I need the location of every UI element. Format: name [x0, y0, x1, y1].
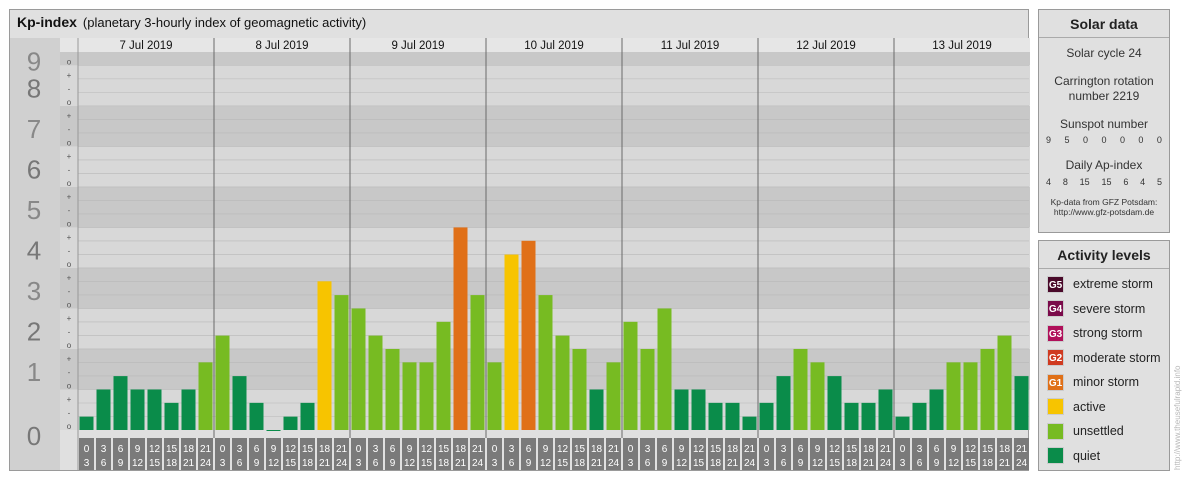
solar-cycle: Solar cycle 24 — [1066, 46, 1142, 60]
legend-label: moderate storm — [1073, 350, 1161, 365]
legend-item: quiet — [1047, 446, 1100, 466]
ap-index-title: Daily Ap-index — [1065, 158, 1143, 172]
ap-value: 5 — [1156, 177, 1162, 187]
ap-value: 4 — [1046, 177, 1052, 187]
chart-subtitle: (planetary 3-hourly index of geomagnetic… — [82, 15, 367, 30]
sunspot-title: Sunspot number — [1059, 117, 1149, 131]
legend-swatch — [1047, 447, 1064, 464]
chart-title: Kp-index (planetary 3-hourly index of geo… — [17, 14, 366, 30]
sunspot-values: 9 5 0 0 0 0 0 — [1039, 135, 1169, 145]
legend-swatch: G5 — [1047, 275, 1064, 293]
legend-item: G4 severe storm — [1047, 299, 1145, 319]
activity-levels-title: Activity levels — [1039, 241, 1169, 269]
watermark-url: http://www.theusefulrapid.info — [1173, 365, 1182, 470]
legend-label: severe storm — [1073, 301, 1146, 316]
legend-label: minor storm — [1073, 375, 1139, 389]
legend-swatch: G4 — [1047, 300, 1064, 317]
legend-swatch — [1047, 422, 1064, 440]
legend-label: unsettled — [1073, 424, 1124, 438]
legend-label: active — [1073, 399, 1106, 414]
ap-value: 15 — [1079, 177, 1090, 187]
ap-value: 4 — [1140, 177, 1146, 187]
sunspot-value: 0 — [1156, 135, 1162, 145]
data-credit-link[interactable]: http://www.gfz-potsdam.de — [1053, 207, 1155, 217]
legend-swatch: G3 — [1047, 324, 1064, 342]
legend-label: extreme storm — [1073, 277, 1153, 291]
legend-label: quiet — [1073, 448, 1101, 463]
chart-title-main: Kp-index — [17, 14, 77, 30]
legend-item: unsettled — [1047, 421, 1124, 441]
sunspot-value: 0 — [1082, 135, 1088, 145]
legend-item: G2 moderate storm — [1047, 348, 1161, 368]
ap-value: 15 — [1101, 177, 1112, 187]
legend-item: G5 extreme storm — [1047, 274, 1153, 294]
kp-chart-panel — [9, 9, 1029, 471]
sunspot-value: 9 — [1046, 135, 1052, 145]
sunspot-value: 0 — [1119, 135, 1125, 145]
legend-swatch — [1047, 398, 1064, 415]
legend-swatch: G2 — [1047, 349, 1064, 366]
solar-data-box: Solar data Solar cycle 24 Carrington rot… — [1038, 9, 1170, 233]
legend-label: strong storm — [1073, 326, 1143, 340]
data-credit-line-1: Kp-data from GFZ Potsdam: — [1050, 197, 1158, 207]
carrington-line-1: Carrington rotation — [1054, 74, 1154, 88]
solar-data-title: Solar data — [1039, 10, 1169, 38]
ap-value: 6 — [1123, 177, 1129, 187]
ap-value: 8 — [1062, 177, 1068, 187]
legend-item: G1 minor storm — [1047, 372, 1139, 392]
sunspot-value: 0 — [1138, 135, 1144, 145]
legend-swatch: G1 — [1047, 373, 1064, 391]
activity-levels-box: Activity levels G5 extreme storm G4 severe … — [1038, 240, 1170, 471]
sunspot-value: 0 — [1101, 135, 1107, 145]
legend-item: G3 strong storm — [1047, 323, 1142, 343]
sunspot-value: 5 — [1064, 135, 1070, 145]
ap-index-values: 4 8 15 15 6 4 5 — [1039, 177, 1169, 187]
carrington-line-2: number 2219 — [1068, 89, 1140, 103]
legend-item: active — [1047, 397, 1106, 417]
